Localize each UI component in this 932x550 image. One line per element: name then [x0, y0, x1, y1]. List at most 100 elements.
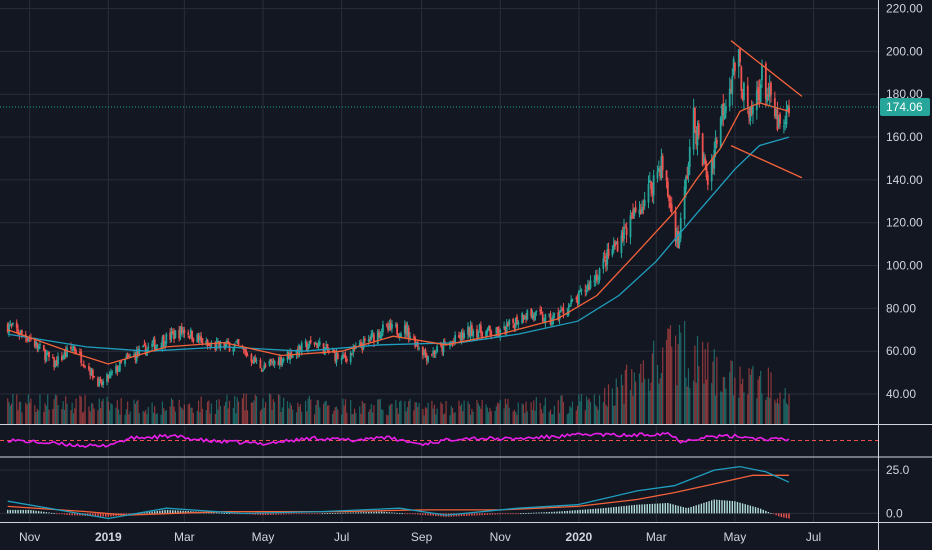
candle-body	[161, 337, 164, 348]
candle-body	[567, 307, 570, 315]
candle-body	[391, 323, 393, 329]
macd-histogram-bar	[432, 513, 434, 516]
volume-bar	[54, 394, 57, 424]
volume-bar	[164, 410, 166, 424]
volume-bar	[39, 394, 41, 424]
volume-bar	[138, 413, 140, 424]
candle-body	[504, 326, 507, 335]
volume-bar	[84, 394, 86, 424]
volume-bar	[695, 382, 697, 424]
volume-bar	[333, 410, 335, 424]
candle-body	[612, 244, 615, 250]
macd-histogram-bar	[169, 510, 171, 514]
volume-bar	[667, 328, 669, 424]
candle-body	[133, 354, 135, 356]
candle-body	[674, 211, 677, 242]
volume-bar	[549, 409, 552, 424]
macd-histogram-bar	[123, 513, 125, 515]
candle-body	[9, 324, 12, 326]
volume-bar	[295, 412, 298, 424]
macd-histogram-bar	[548, 511, 550, 514]
macd-histogram-bar	[102, 513, 104, 517]
candle-body	[335, 352, 338, 363]
volume-bar	[362, 403, 365, 424]
macd-histogram-bar	[298, 513, 300, 515]
candle-body	[370, 333, 373, 341]
candle-body	[162, 335, 165, 346]
macd-histogram-bar	[610, 507, 612, 514]
volume-bar	[259, 410, 262, 424]
macd-histogram-bar	[690, 506, 692, 514]
volume-bar	[622, 385, 624, 424]
volume-bar	[489, 407, 491, 424]
volume-bar	[89, 411, 91, 424]
volume-bar	[335, 406, 338, 424]
volume-bar	[30, 398, 32, 424]
volume-bar	[279, 395, 281, 424]
volume-bar	[584, 410, 586, 424]
macd-histogram-bar	[303, 513, 305, 515]
candle-body	[670, 204, 673, 212]
candle-body	[250, 354, 253, 362]
candle-body	[299, 345, 302, 352]
volume-bar	[579, 401, 581, 424]
macd-histogram-bar	[749, 505, 752, 514]
candle-body	[316, 343, 319, 349]
volume-bar	[324, 401, 326, 424]
volume-bar	[323, 403, 325, 424]
macd-histogram-bar	[754, 507, 757, 514]
candle-body	[481, 332, 484, 338]
candle-body	[603, 256, 606, 258]
candle-body	[151, 343, 154, 347]
candle-body	[660, 156, 663, 178]
volume-bar	[72, 413, 75, 424]
volume-bar	[625, 364, 628, 424]
volume-bar	[18, 401, 20, 424]
candle-body	[616, 241, 619, 252]
candle-body	[695, 130, 698, 145]
candle-body	[512, 319, 515, 324]
macd-histogram-bar	[496, 513, 499, 515]
candle-body	[380, 332, 383, 338]
macd-histogram-bar	[664, 503, 666, 514]
macd-histogram-bar	[285, 513, 287, 515]
macd-histogram-bar	[422, 513, 424, 515]
time-tick-label: Sep	[411, 530, 433, 544]
volume-bar	[313, 414, 316, 424]
candle-body	[84, 366, 86, 368]
candle-body	[165, 333, 168, 344]
volume-bar	[43, 411, 45, 424]
candle-body	[60, 355, 63, 360]
volume-bar	[468, 403, 470, 424]
volume-bar	[504, 398, 506, 424]
macd-histogram-bar	[659, 503, 661, 514]
macd-histogram-bar	[288, 513, 290, 515]
time-tick-label: 2019	[95, 530, 122, 544]
volume-bar	[99, 408, 102, 424]
candle-body	[57, 356, 59, 365]
volume-bar	[80, 396, 82, 424]
volume-bar	[399, 401, 401, 424]
candle-body	[766, 96, 769, 102]
volume-bar	[760, 370, 762, 424]
macd-histogram-bar	[63, 513, 66, 515]
macd-histogram-bar	[334, 512, 336, 514]
candle-body	[144, 345, 147, 355]
macd-histogram-bar	[337, 512, 339, 514]
volume-bar	[396, 407, 398, 424]
volume-bar	[377, 399, 379, 424]
candle-body	[721, 104, 723, 122]
volume-bar	[21, 412, 23, 424]
candle-body	[138, 348, 141, 356]
price-tick-label: 160.00	[886, 130, 923, 144]
volume-bar	[344, 399, 347, 424]
volume-bar	[598, 395, 601, 424]
macd-histogram-bar	[141, 512, 143, 514]
volume-bar	[36, 408, 38, 424]
macd-histogram-bar	[411, 513, 414, 515]
volume-bar	[261, 408, 263, 424]
macd-histogram-bar	[324, 513, 326, 515]
volume-bar	[192, 412, 194, 424]
macd-histogram-bar	[308, 513, 311, 515]
candle-body	[296, 348, 299, 356]
